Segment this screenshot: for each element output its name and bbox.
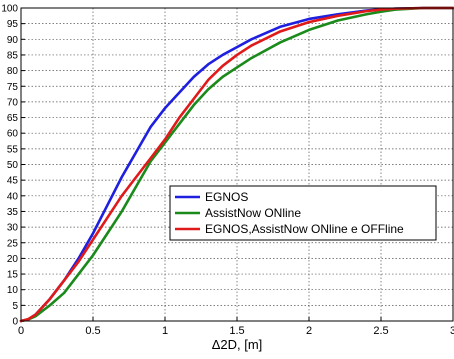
y-tick-label: 50 [7, 160, 19, 171]
x-axis-ticks: 0 0.5 1 1.5 2 2.5 3 [18, 317, 454, 337]
series-line-3 [19, 6, 454, 323]
y-axis-ticks: 0 5 10 15 20 25 30 35 40 45 50 55 60 65 70 75 80 85 90 95 10… [1, 4, 25, 328]
y-tick-label: 55 [7, 144, 19, 155]
y-tick-label: 90 [7, 35, 19, 46]
legend-label-1: EGNOS [205, 190, 248, 204]
x-axis-label: Δ2D, [m] [212, 337, 263, 352]
series-group [19, 6, 454, 323]
x-tick-label: 2 [306, 325, 312, 337]
y-tick-label: 15 [7, 270, 19, 281]
x-tick-label: 3 [450, 325, 454, 337]
y-tick-label: 20 [7, 254, 19, 265]
x-tick-label: 0.5 [85, 325, 100, 337]
legend-label-2: AssistNow ONline [205, 206, 301, 220]
y-tick-label: 75 [7, 82, 19, 93]
y-tick-label: 5 [12, 301, 18, 312]
legend-box [169, 185, 437, 241]
legend: EGNOS AssistNow ONline EGNOS,AssistNow ONl… [169, 185, 437, 241]
y-tick-label: 40 [7, 191, 19, 202]
x-tick-label: 2.5 [373, 325, 388, 337]
y-tick-label: 95 [7, 19, 19, 30]
y-tick-label: 45 [7, 176, 19, 187]
y-tick-label: 30 [7, 223, 19, 234]
y-tick-label: 65 [7, 113, 19, 124]
y-tick-label: 25 [7, 238, 19, 249]
y-tick-label: 35 [7, 207, 19, 218]
x-tick-label: 1.5 [229, 325, 244, 337]
y-tick-label: 85 [7, 50, 19, 61]
y-tick-label: 70 [7, 97, 19, 108]
y-tick-label: 80 [7, 66, 19, 77]
legend-label-3: EGNOS,AssistNow ONline e OFFline [205, 222, 404, 236]
series-line-2 [19, 6, 454, 323]
y-tick-label: 100 [1, 4, 18, 15]
x-tick-label: 0 [18, 325, 24, 337]
x-tick-label: 1 [162, 325, 168, 337]
y-tick-label: 10 [7, 285, 19, 296]
y-tick-label: 60 [7, 129, 19, 140]
y-tick-label: 0 [12, 317, 18, 328]
